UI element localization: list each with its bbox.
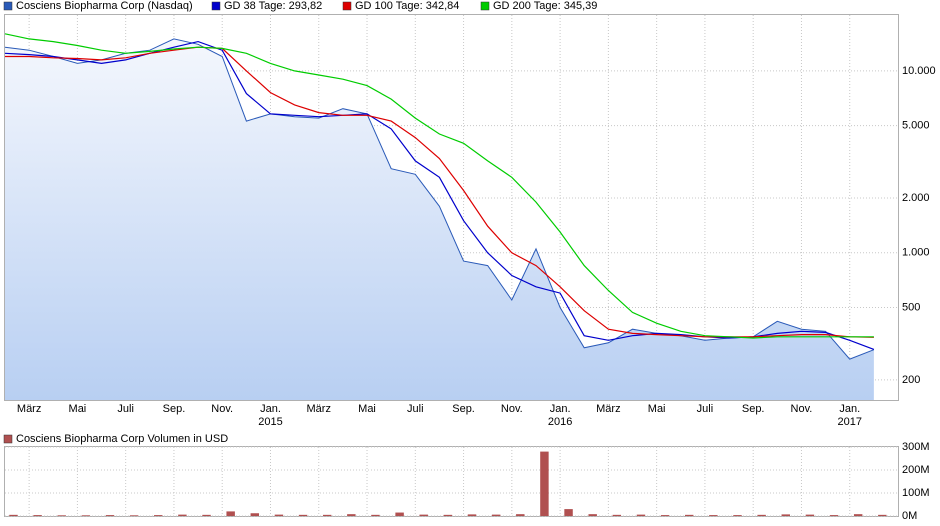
volume-bar — [564, 509, 573, 516]
y-tick-label: 1.000 — [902, 247, 930, 259]
x-year-label: 2017 — [837, 416, 861, 428]
volume-bar — [853, 514, 863, 516]
volume-bar — [757, 514, 766, 516]
volume-bar — [660, 515, 670, 516]
x-tick-label: Mai — [648, 403, 666, 415]
plot-frame — [4, 14, 899, 401]
y-tick-label: 5.000 — [902, 120, 930, 132]
x-year-label: 2015 — [258, 416, 282, 428]
price-area — [5, 38, 874, 401]
volume-bar — [178, 514, 187, 516]
volume-bar — [226, 511, 235, 516]
volume-bar — [733, 515, 742, 516]
volume-bar — [250, 513, 260, 516]
volume-bar — [612, 514, 622, 516]
y-tick-label: 300M — [902, 441, 930, 453]
volume-bar — [395, 512, 404, 516]
volume-bar — [829, 515, 839, 516]
volume-bar — [371, 514, 380, 516]
y-tick-label: 500 — [902, 301, 920, 313]
legend-label: Cosciens Biopharma Corp (Nasdaq) — [16, 0, 193, 12]
volume-bar — [443, 514, 453, 516]
volume-bar — [81, 515, 91, 516]
volume-bar — [540, 451, 549, 516]
legend-swatch — [342, 1, 352, 11]
y-tick-label: 10.000 — [902, 65, 936, 77]
x-tick-label: Sep. — [742, 403, 765, 415]
volume-bar — [516, 514, 525, 516]
y-tick-label: 100M — [902, 487, 930, 499]
x-tick-label: Juli — [697, 403, 714, 415]
legend-label: GD 100 Tage: 342,84 — [355, 0, 459, 12]
volume-bar — [709, 515, 718, 516]
legend-label: GD 200 Tage: 345,39 — [493, 0, 597, 12]
volume-bar — [57, 515, 66, 516]
volume-bar — [636, 514, 646, 516]
volume-bar — [781, 514, 790, 516]
x-tick-label: März — [17, 403, 41, 415]
x-tick-label: Jan. — [550, 403, 571, 415]
series-line — [4, 33, 874, 339]
x-tick-label: Mai — [358, 403, 376, 415]
x-tick-label: Sep. — [163, 403, 186, 415]
legend-swatch — [3, 1, 13, 11]
x-tick-label: Jan. — [260, 403, 281, 415]
volume-bar — [588, 514, 597, 516]
x-tick-label: Nov. — [211, 403, 233, 415]
volume-bar — [154, 515, 163, 516]
x-tick-label: Juli — [117, 403, 134, 415]
volume-bar — [347, 514, 356, 516]
volume-bar — [685, 514, 694, 516]
legend-label: GD 38 Tage: 293,82 — [224, 0, 322, 12]
volume-bar — [419, 514, 428, 516]
volume-bar — [298, 514, 308, 516]
volume-bar — [9, 514, 18, 516]
y-tick-label: 0M — [902, 510, 917, 522]
volume-frame — [4, 446, 899, 517]
x-tick-label: Juli — [407, 403, 424, 415]
x-year-label: 2016 — [548, 416, 572, 428]
x-tick-label: Jan. — [839, 403, 860, 415]
volume-bar — [33, 515, 42, 516]
volume-bar — [878, 514, 887, 516]
legend-swatch — [3, 434, 13, 444]
x-tick-label: März — [596, 403, 620, 415]
volume-bar — [467, 514, 477, 516]
legend-label: Cosciens Biopharma Corp Volumen in USD — [16, 433, 228, 445]
y-tick-label: 200 — [902, 374, 920, 386]
volume-bar — [129, 515, 139, 516]
y-tick-label: 2.000 — [902, 192, 930, 204]
volume-bar — [105, 515, 115, 516]
x-tick-label: Nov. — [501, 403, 523, 415]
legend-swatch — [211, 1, 221, 11]
x-tick-label: Mai — [69, 403, 87, 415]
x-tick-label: Nov. — [791, 403, 813, 415]
volume-bar — [805, 514, 815, 516]
legend-swatch — [480, 1, 490, 11]
volume-bar — [202, 514, 211, 516]
x-tick-label: Sep. — [452, 403, 475, 415]
volume-bar — [491, 514, 501, 516]
y-tick-label: 200M — [902, 464, 930, 476]
volume-bar — [274, 514, 284, 516]
volume-bar — [322, 514, 332, 516]
x-tick-label: März — [307, 403, 331, 415]
